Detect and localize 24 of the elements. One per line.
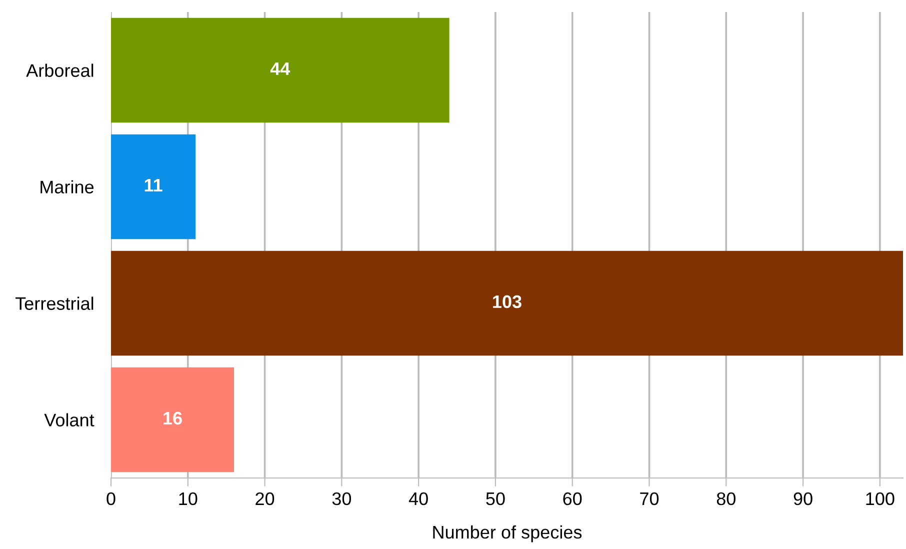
- data-label: 103: [493, 295, 522, 308]
- bar: [111, 250, 903, 356]
- data-label: 16: [164, 412, 182, 425]
- x-tick-label: 50: [486, 492, 505, 506]
- data-label: 44: [270, 62, 290, 75]
- x-tick-label: 80: [716, 492, 736, 506]
- x-tick-label: 40: [408, 492, 428, 506]
- bar: [111, 367, 234, 472]
- bar: [111, 18, 450, 123]
- x-tick-label: 10: [179, 492, 198, 506]
- y-tick-label: Arboreal: [26, 64, 94, 77]
- y-tick-label: Marine: [40, 180, 94, 194]
- x-tick-label: 100: [866, 492, 894, 506]
- x-tick-label: 20: [256, 492, 274, 506]
- y-tick-label: Volant: [44, 413, 94, 426]
- x-tick-label: 70: [640, 492, 659, 506]
- x-tick-label: 90: [794, 492, 812, 506]
- x-tick-label: 30: [332, 492, 352, 506]
- x-axis-title: Number of species: [433, 525, 582, 542]
- y-tick-label: Terrestrial: [15, 296, 94, 310]
- data-label: 11: [144, 178, 162, 192]
- x-tick-label: 60: [563, 492, 582, 506]
- bar: [111, 134, 196, 240]
- x-tick-label: 0: [106, 492, 116, 506]
